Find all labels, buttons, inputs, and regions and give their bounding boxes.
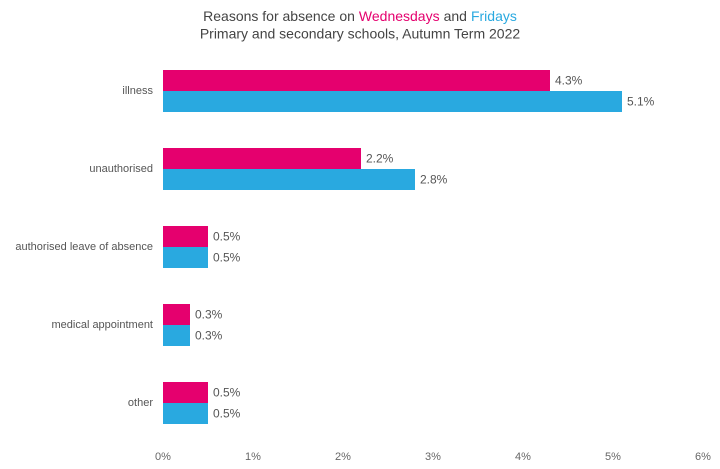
bar (163, 325, 190, 346)
value-label: 0.5% (213, 251, 241, 265)
title-series: Fridays (471, 8, 517, 24)
value-label: 0.3% (195, 329, 223, 343)
value-label: 0.5% (213, 407, 241, 421)
value-label: 2.8% (420, 173, 448, 187)
bar (163, 226, 208, 247)
y-tick-label: illness (122, 85, 153, 97)
bar (163, 304, 190, 325)
x-tick-label: 0% (155, 451, 171, 463)
value-label: 0.5% (213, 230, 241, 244)
x-tick-label: 1% (245, 451, 261, 463)
title-text: Reasons for absence on (203, 8, 355, 24)
bar (163, 403, 208, 424)
title-series: Wednesdays (359, 8, 440, 24)
x-tick-label: 6% (695, 451, 711, 463)
x-tick-label: 5% (605, 451, 621, 463)
x-tick-label: 2% (335, 451, 351, 463)
y-tick-label: other (128, 397, 153, 409)
chart-subtitle: Primary and secondary schools, Autumn Te… (200, 26, 521, 42)
bar (163, 169, 415, 190)
y-tick-label: authorised leave of absence (15, 241, 153, 253)
y-tick-label: unauthorised (89, 163, 153, 175)
title-text: and (444, 8, 467, 24)
y-tick-label: medical appointment (51, 319, 153, 331)
value-label: 0.3% (195, 308, 223, 322)
value-label: 0.5% (213, 386, 241, 400)
value-label: 2.2% (366, 152, 394, 166)
x-tick-label: 3% (425, 451, 441, 463)
bar (163, 382, 208, 403)
x-tick-label: 4% (515, 451, 531, 463)
chart-title: Reasons for absence on Wednesdays and Frida… (203, 8, 517, 24)
bar (163, 70, 550, 91)
bar (163, 148, 361, 169)
value-label: 5.1% (627, 95, 655, 109)
bar (163, 91, 622, 112)
bar (163, 247, 208, 268)
value-label: 4.3% (555, 74, 583, 88)
